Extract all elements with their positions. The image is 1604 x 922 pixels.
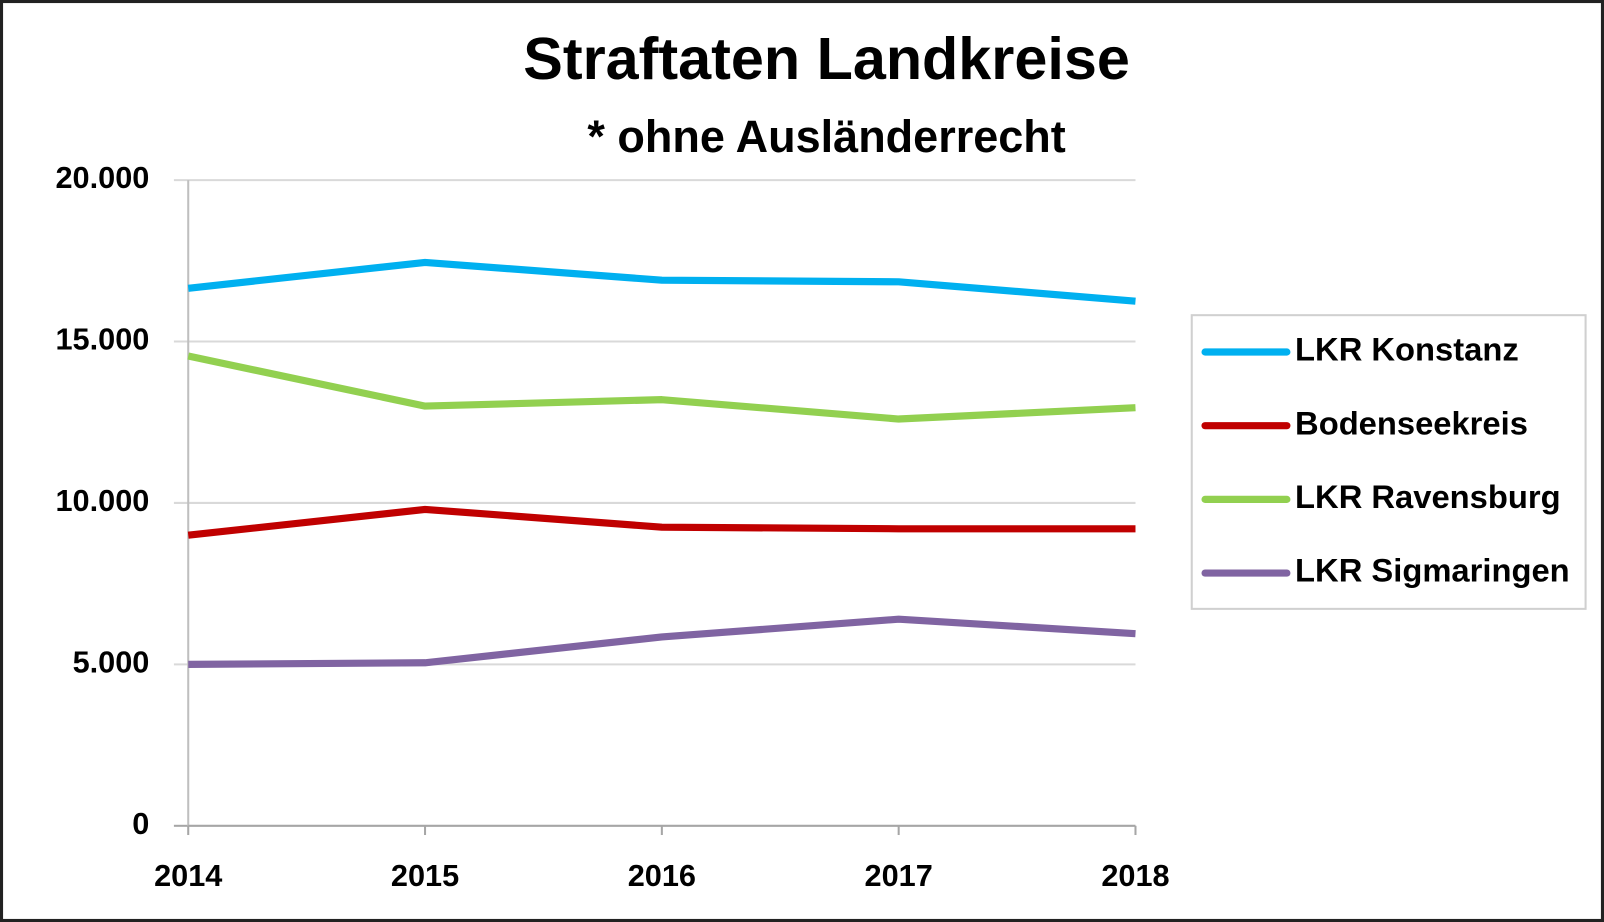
series-line (187, 258, 1136, 305)
chart-title: Straftaten Landkreise (523, 25, 1130, 92)
x-tick-label: 2016 (628, 858, 696, 893)
legend-label: LKR Ravensburg (1295, 478, 1561, 515)
y-tick-label: 15.000 (55, 322, 149, 357)
x-tick-label: 2014 (154, 858, 222, 893)
series-line (187, 505, 1136, 539)
chart-subtitle: * ohne Ausländerrecht (587, 111, 1065, 162)
x-tick-label: 2017 (865, 858, 933, 893)
y-tick-label: 0 (132, 806, 149, 841)
series-line (187, 352, 1136, 423)
y-tick-label: 20.000 (55, 160, 149, 195)
legend-box (1190, 314, 1587, 610)
legend-label: Bodenseekreis (1295, 404, 1528, 441)
y-tick-label: 10.000 (55, 483, 149, 518)
x-tick-label: 2015 (391, 858, 459, 893)
legend-label: LKR Konstanz (1295, 331, 1519, 368)
y-tick-label: 5.000 (73, 644, 150, 679)
series-line (188, 615, 1136, 668)
legend-label: LKR Sigmaringen (1295, 552, 1570, 589)
x-tick-label: 2018 (1101, 858, 1169, 893)
